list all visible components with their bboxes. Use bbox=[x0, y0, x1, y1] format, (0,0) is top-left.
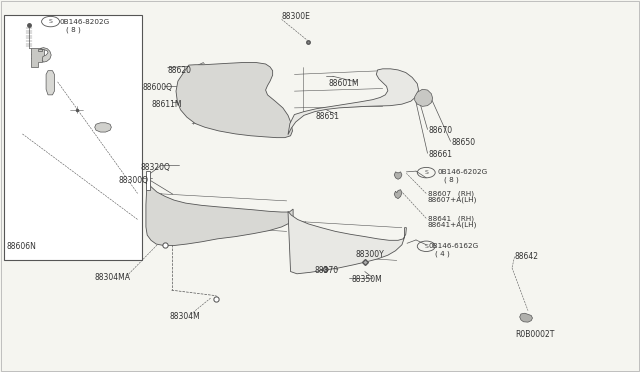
Text: S: S bbox=[49, 19, 52, 24]
Text: 88641+A(LH): 88641+A(LH) bbox=[428, 222, 477, 228]
Text: 88650: 88650 bbox=[452, 138, 476, 147]
Text: ( 4 ): ( 4 ) bbox=[435, 250, 450, 257]
Text: 88651: 88651 bbox=[316, 112, 339, 121]
Polygon shape bbox=[288, 69, 419, 135]
Polygon shape bbox=[95, 123, 111, 132]
Text: 88600Q: 88600Q bbox=[142, 83, 172, 92]
Text: 88300Q: 88300Q bbox=[118, 176, 148, 185]
Bar bbox=[4, 15, 142, 260]
Text: 88601M: 88601M bbox=[328, 79, 359, 88]
Text: 0B146-6202G: 0B146-6202G bbox=[438, 169, 488, 175]
Polygon shape bbox=[176, 62, 292, 138]
Text: ( 8 ): ( 8 ) bbox=[444, 177, 459, 183]
Text: ( 8 ): ( 8 ) bbox=[66, 26, 81, 33]
Polygon shape bbox=[415, 89, 433, 106]
Text: 88304M: 88304M bbox=[170, 312, 200, 321]
Text: 0B146-6162G: 0B146-6162G bbox=[429, 243, 479, 248]
Text: 88304MA: 88304MA bbox=[94, 273, 130, 282]
Text: S: S bbox=[424, 244, 428, 249]
Text: R0B0002T: R0B0002T bbox=[515, 330, 555, 339]
Text: 88611M: 88611M bbox=[152, 100, 182, 109]
Text: 88320Q: 88320Q bbox=[141, 163, 171, 172]
Text: 88300E: 88300E bbox=[282, 12, 310, 21]
Polygon shape bbox=[520, 313, 532, 322]
Text: 0B146-8202G: 0B146-8202G bbox=[60, 19, 110, 25]
Text: 88350M: 88350M bbox=[352, 275, 383, 283]
Text: 88607+A(LH): 88607+A(LH) bbox=[428, 197, 477, 203]
Polygon shape bbox=[146, 171, 150, 190]
Text: 88641   (RH): 88641 (RH) bbox=[428, 215, 474, 222]
Polygon shape bbox=[146, 179, 293, 246]
Text: 88620: 88620 bbox=[168, 66, 192, 75]
Text: 88670: 88670 bbox=[429, 126, 453, 135]
Text: 88607   (RH): 88607 (RH) bbox=[428, 190, 474, 197]
Text: 88370: 88370 bbox=[315, 266, 339, 275]
Polygon shape bbox=[40, 48, 51, 62]
Polygon shape bbox=[31, 48, 44, 67]
Text: S: S bbox=[424, 170, 428, 175]
Polygon shape bbox=[394, 172, 402, 179]
Text: 88606N: 88606N bbox=[6, 242, 36, 251]
Text: 88300Y: 88300Y bbox=[356, 250, 385, 259]
Polygon shape bbox=[46, 71, 54, 95]
Text: 88661: 88661 bbox=[429, 150, 453, 159]
Polygon shape bbox=[394, 190, 402, 199]
Polygon shape bbox=[288, 211, 406, 274]
Text: 88642: 88642 bbox=[515, 252, 539, 261]
